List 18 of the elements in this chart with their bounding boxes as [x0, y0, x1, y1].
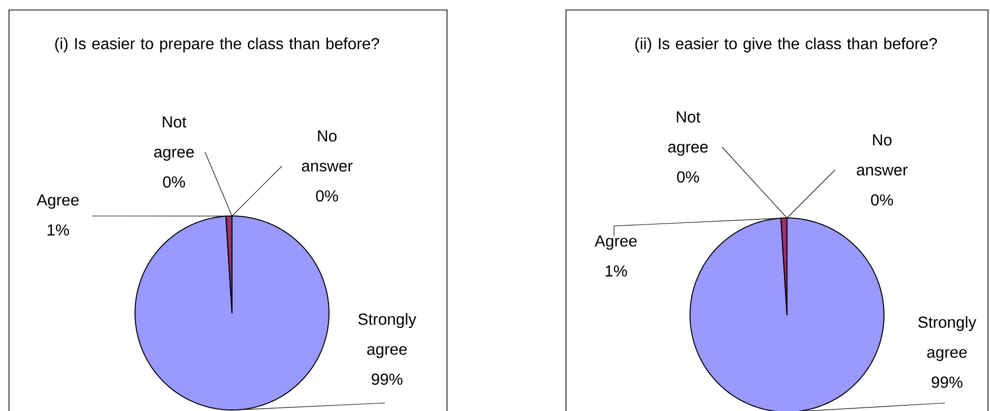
slice-label: Agree	[594, 235, 637, 250]
category-label: Not agree	[154, 116, 194, 161]
chart-title: (ii) Is easier to give the class than before?	[635, 38, 937, 52]
text: 0%	[871, 194, 893, 206]
data-label: 99%	[932, 376, 962, 388]
data-label: 1%	[606, 265, 627, 277]
text: 0%	[163, 176, 186, 188]
text: 0%	[316, 190, 338, 202]
text: 0%	[677, 171, 699, 183]
category-label: No answer	[302, 130, 353, 172]
category-label: Not agree	[668, 111, 708, 156]
slice-label: Strongly agree	[918, 316, 976, 362]
slice-label: Agree	[36, 194, 79, 209]
chart-title: (i) Is easier to prepare the class than before?	[55, 38, 380, 52]
data-label: 99%	[372, 374, 402, 385]
slice-label: Strongly agree	[358, 313, 416, 358]
data-label: 1%	[48, 224, 70, 236]
category-label: No answer	[856, 134, 908, 176]
